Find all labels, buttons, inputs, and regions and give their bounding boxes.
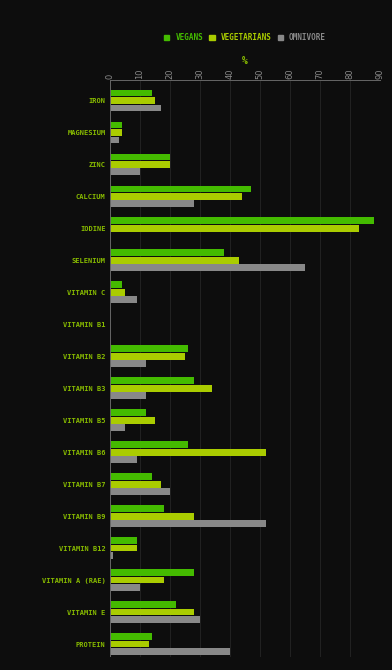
Bar [110, 424, 125, 431]
Bar [110, 105, 161, 111]
Bar [110, 289, 125, 295]
Bar [110, 168, 140, 176]
Bar [110, 353, 185, 360]
Bar [110, 193, 242, 200]
Bar [110, 608, 194, 616]
Bar [110, 153, 170, 160]
Bar [110, 97, 155, 104]
Bar [110, 345, 188, 352]
Bar [110, 161, 170, 168]
Legend: VEGANS, VEGETARIANS, OMNIVORE: VEGANS, VEGETARIANS, OMNIVORE [164, 33, 326, 42]
Bar [110, 505, 164, 512]
Bar [110, 186, 251, 192]
Bar [110, 385, 212, 392]
Bar [110, 200, 194, 207]
Bar [110, 481, 161, 488]
Bar [110, 90, 152, 96]
Bar [110, 488, 170, 495]
Bar [110, 537, 137, 544]
Bar [110, 218, 374, 224]
Bar [110, 601, 176, 608]
Bar [110, 584, 140, 591]
Bar [110, 281, 122, 288]
Bar [110, 577, 164, 584]
Bar [110, 296, 137, 304]
Bar [110, 360, 146, 367]
Bar [110, 552, 113, 559]
Bar [110, 442, 188, 448]
X-axis label: %: % [242, 56, 248, 66]
Bar [110, 137, 119, 143]
Bar [110, 545, 137, 551]
Bar [110, 249, 224, 256]
Bar [110, 633, 152, 640]
Bar [110, 648, 230, 655]
Bar [110, 616, 200, 623]
Bar [110, 449, 266, 456]
Bar [110, 225, 359, 232]
Bar [110, 121, 122, 129]
Bar [110, 257, 239, 264]
Bar [110, 409, 146, 416]
Bar [110, 513, 194, 519]
Bar [110, 129, 122, 136]
Bar [110, 417, 155, 423]
Bar [110, 641, 149, 647]
Bar [110, 265, 305, 271]
Bar [110, 377, 194, 384]
Bar [110, 570, 194, 576]
Bar [110, 456, 137, 463]
Bar [110, 520, 266, 527]
Bar [110, 473, 152, 480]
Bar [110, 393, 146, 399]
